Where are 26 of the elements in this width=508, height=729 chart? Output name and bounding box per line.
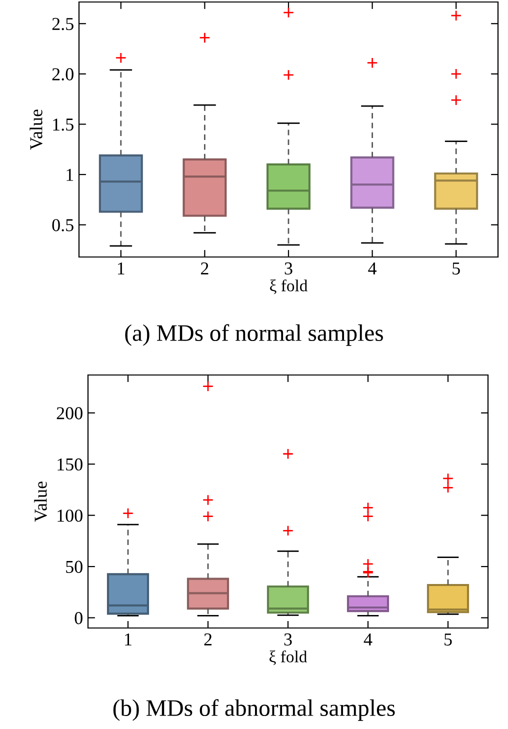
- x-tick-label: 2: [200, 262, 208, 274]
- y-tick-label: 1.5: [53, 118, 74, 131]
- x-tick-label: 1: [118, 262, 124, 274]
- x-tick-label: 1: [125, 633, 132, 646]
- x-tick-label: 4: [364, 634, 372, 646]
- y-tick-label: 0: [74, 612, 82, 624]
- y-tick-label: 200: [56, 407, 82, 420]
- x-tick-label: 5: [452, 262, 460, 275]
- text: (a) MDs of normal samples: [125, 324, 383, 346]
- y-tick-label: 2.0: [52, 68, 74, 80]
- x-axis-title: ξ fold: [270, 279, 308, 294]
- x-tick-label: 5: [444, 634, 452, 646]
- y-tick-label: 1: [66, 168, 74, 181]
- y-tick-label: 2.5: [52, 18, 74, 30]
- y-tick-label: 50: [66, 560, 82, 573]
- y-axis-title: Value: [30, 110, 42, 150]
- y-axis-title: Value: [34, 482, 47, 522]
- x-tick-label: 3: [284, 633, 292, 646]
- x-axis-title: ξ fold: [270, 650, 308, 666]
- x-tick-label: 2: [204, 633, 212, 646]
- text: (b) MDs of abnormal samples: [113, 699, 395, 721]
- y-tick-label: 0.5: [52, 219, 74, 232]
- x-tick-label: 3: [284, 262, 292, 275]
- y-tick-label: 150: [58, 458, 82, 471]
- y-tick-label: 100: [58, 510, 82, 522]
- x-tick-label: 4: [368, 262, 377, 274]
